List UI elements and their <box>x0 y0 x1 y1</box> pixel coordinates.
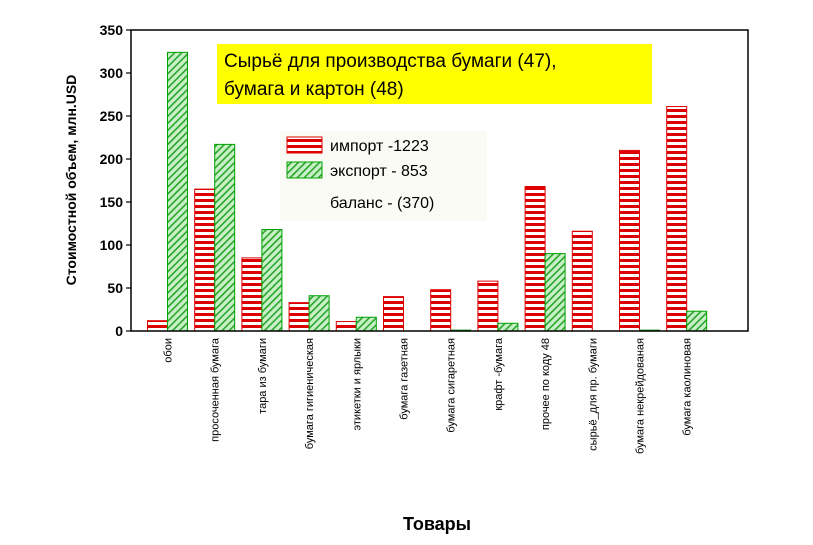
legend-label-balance: баланс - (370) <box>330 195 434 212</box>
legend-swatch-import <box>286 136 323 154</box>
bar-import <box>571 230 593 332</box>
bar-import <box>666 106 688 332</box>
bar-import <box>288 302 310 332</box>
chart-title-line-2: бумага и картон (48) <box>224 79 404 100</box>
x-category-label: бумага газетная <box>399 338 411 420</box>
bar-export <box>167 51 188 332</box>
y-axis-title: Стоимостной объем, млн.USD <box>63 75 79 286</box>
y-tick-label: 300 <box>100 65 124 81</box>
legend-label-export: экспорт - 853 <box>330 163 428 180</box>
bar-import <box>241 257 263 332</box>
plot-frame <box>130 29 749 332</box>
legend-label-import: импорт -1223 <box>330 138 429 155</box>
y-tick-label: 100 <box>100 237 124 253</box>
x-category-label: этикетки и ярлыки <box>351 338 363 430</box>
legend: импорт -1223 экспорт - 853 баланс - (370… <box>280 131 487 221</box>
x-category-label: бумага некрейдованая <box>635 338 647 454</box>
x-category-label: просоченная бумага <box>210 337 222 442</box>
bar-import <box>524 186 546 332</box>
x-category-label: тара из бумаги <box>257 338 269 414</box>
bar-import <box>477 280 499 332</box>
y-tick-label: 250 <box>100 108 124 124</box>
x-category-label: прочее по коду 48 <box>540 338 552 430</box>
bar-import <box>335 321 357 332</box>
chart-title-background <box>217 44 652 104</box>
x-category-label: бумага сигаретная <box>446 338 458 433</box>
x-category-label: бумага гигиеническая <box>304 338 316 449</box>
bar-export <box>308 295 330 332</box>
chart-title-line-1: Сырьё для производства бумаги (47), <box>224 51 557 72</box>
y-tick-label: 350 <box>100 22 124 38</box>
y-tick-label: 0 <box>115 323 123 339</box>
bar-import <box>194 188 216 332</box>
x-category-label: обои <box>163 338 175 363</box>
bar-import <box>619 149 640 332</box>
bar-export <box>261 229 283 332</box>
bar-export <box>497 322 519 332</box>
y-axis: 0 50 100 150 200 250 300 350 <box>100 22 131 339</box>
x-category-label: сырьё_для пр. бумаги <box>587 338 599 451</box>
bar-export <box>686 310 708 332</box>
bar-import <box>383 296 404 332</box>
bar-import <box>147 320 168 332</box>
bar-export <box>214 143 236 332</box>
bar-export <box>355 316 377 332</box>
chart-title: Сырьё для производства бумаги (47), бума… <box>217 44 652 104</box>
legend-swatch-export <box>286 161 323 179</box>
x-category-label: бумага каолиновая <box>682 338 694 436</box>
y-tick-label: 50 <box>107 280 123 296</box>
x-axis: обои просоченная бумага тара из бумаги бума… <box>163 337 694 454</box>
x-category-label: крафт -бумага <box>493 337 505 410</box>
bar-import <box>430 289 452 332</box>
bars-layer <box>147 51 708 332</box>
y-tick-label: 200 <box>100 151 124 167</box>
x-axis-title: Товары <box>403 514 471 534</box>
y-tick-label: 150 <box>100 194 124 210</box>
bar-export <box>544 253 566 332</box>
